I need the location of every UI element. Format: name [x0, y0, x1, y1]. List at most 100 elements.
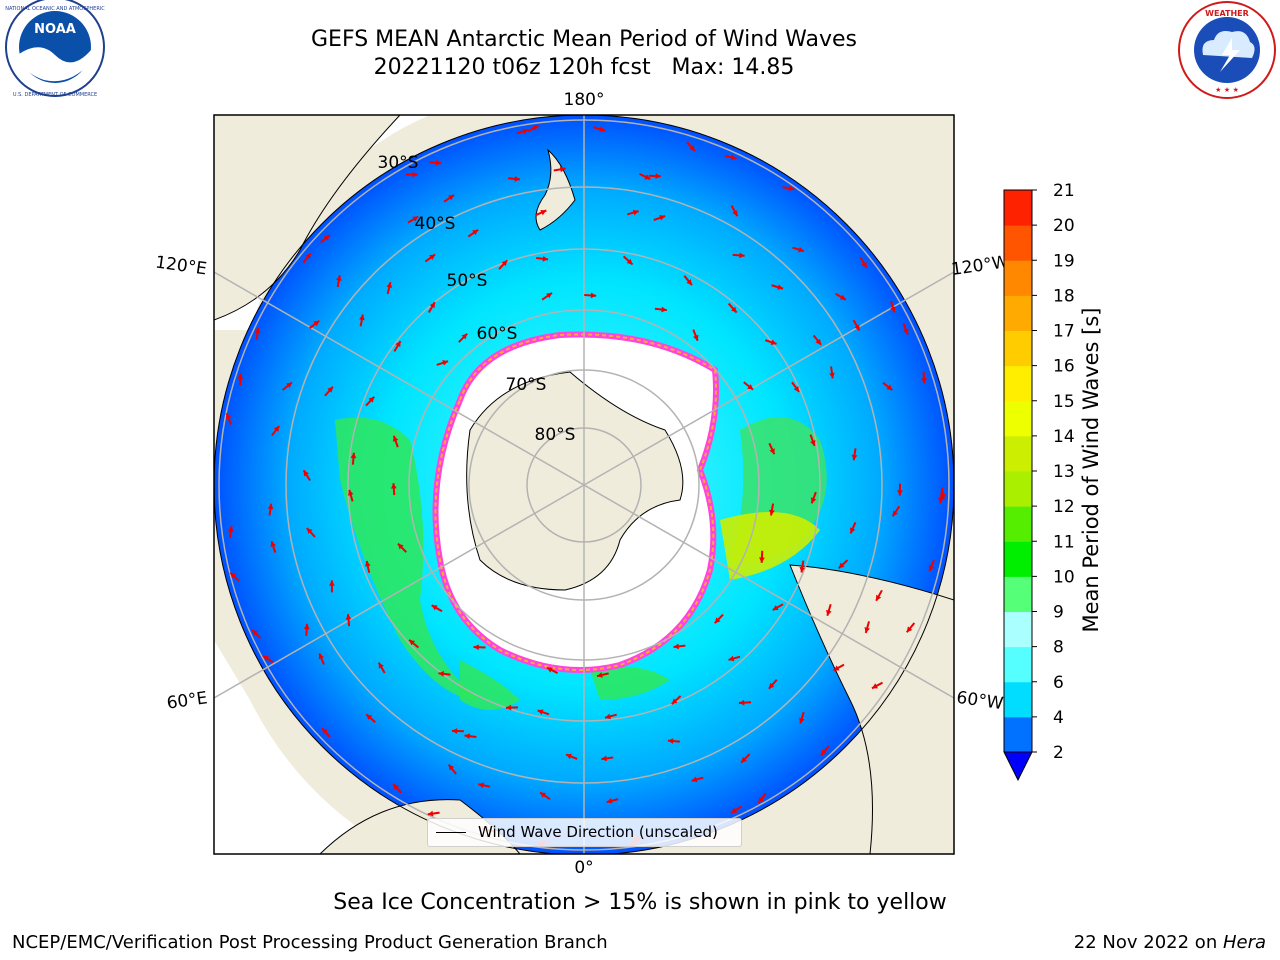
graticule — [214, 115, 954, 854]
wind-arrow-head — [928, 565, 935, 572]
wind-arrow-head — [442, 360, 449, 366]
wind-arrow-head — [324, 235, 331, 241]
wind-arrow-head — [505, 704, 512, 711]
lat-label-60s: 60°S — [477, 324, 518, 344]
colorbar-tick-label: 14 — [1053, 427, 1075, 447]
wind-arrow-head — [644, 174, 651, 180]
lat-label-50s: 50°S — [447, 271, 488, 291]
wind-arrow-head — [321, 728, 328, 734]
colorbar-segment — [1004, 611, 1032, 648]
colorbar-tick-label: 11 — [1053, 532, 1075, 552]
wind-arrow-head — [788, 185, 795, 192]
wind-arrow-head — [335, 275, 342, 281]
wind-arrow-head — [227, 526, 234, 532]
wind-arrow-head — [390, 483, 397, 489]
wind-arrow-head — [906, 626, 913, 633]
wind-arrow-head — [472, 229, 479, 236]
lon-label-120w: 120°W — [950, 252, 1010, 280]
colorbar-segment — [1004, 225, 1032, 261]
legend-label: Wind Wave Direction (unscaled) — [478, 823, 718, 841]
wind-arrow-head — [448, 764, 455, 771]
colorbar-tick-label: 2 — [1053, 743, 1064, 763]
colorbar-segment — [1004, 260, 1032, 296]
wind-arrow-head — [537, 709, 544, 715]
wind-arrow-head — [686, 279, 692, 286]
title-line2: 20221120 t06z 120h fcst Max: 14.85 — [373, 55, 795, 80]
colorbar-tick-label: 20 — [1053, 216, 1075, 236]
wind-arrow-head — [693, 334, 699, 341]
wind-arrow-head — [897, 490, 903, 496]
wind-arrow-head — [921, 377, 927, 384]
wind-arrow-head — [799, 566, 806, 573]
wind-arrow-head — [605, 713, 611, 720]
footer-credit: NCEP/EMC/Verification Post Processing Pr… — [12, 932, 608, 953]
wind-arrow-head — [903, 328, 909, 335]
colorbar-segment — [1004, 646, 1032, 683]
wind-arrow-head — [448, 194, 455, 201]
wind-arrow-head — [501, 260, 508, 267]
footer-machine: Hera — [1222, 932, 1266, 953]
wind-arrow-head — [810, 440, 816, 446]
nws-logo: WEATHER ★ ★ ★ — [1178, 1, 1276, 99]
wind-arrow-head — [864, 627, 870, 633]
wind-arrow-head — [306, 528, 313, 534]
colorbar-tick-label: 18 — [1053, 286, 1075, 306]
colorbar-segment — [1004, 471, 1032, 507]
colorbar-segment — [1004, 190, 1032, 226]
map-area — [214, 115, 954, 854]
wind-arrow-head — [728, 655, 735, 662]
wind-arrow-head — [559, 166, 566, 173]
wind-arrow-head — [451, 728, 458, 734]
wind-arrow-head — [691, 776, 698, 783]
wind-arrow-head — [732, 210, 738, 217]
svg-text:★ ★ ★: ★ ★ ★ — [1215, 86, 1239, 94]
wind-arrow-head — [540, 792, 546, 798]
wind-arrow-head — [655, 173, 661, 179]
colorbar-tick-label: 21 — [1053, 181, 1075, 201]
colorbar-tick-label: 9 — [1053, 603, 1064, 623]
wind-arrow-head — [546, 292, 553, 299]
wind-arrow-head — [270, 541, 276, 548]
wind-arrow-head — [286, 382, 292, 389]
wind-arrow-head — [327, 386, 333, 393]
wind-arrow-head — [799, 717, 805, 724]
wind-arrow-head — [770, 339, 777, 345]
wind-arrow-head — [829, 372, 835, 379]
wind-arrow-head — [661, 306, 667, 313]
wind-arrow-head — [626, 258, 633, 265]
wind-arrow-head — [386, 282, 393, 288]
wind-arrow-head — [938, 497, 944, 504]
wind-arrow-head — [851, 454, 858, 461]
colorbar-tick-label: 17 — [1053, 322, 1075, 342]
wind-arrow-head — [769, 509, 775, 516]
title-line1: GEFS MEAN Antarctic Mean Period of Wind … — [311, 27, 857, 52]
wind-arrow-head — [793, 385, 800, 392]
colorbar-tick-label: 8 — [1053, 638, 1064, 658]
wind-arrow-head — [838, 562, 845, 569]
wind-arrow-head — [345, 614, 352, 620]
lat-label-40s: 40°S — [415, 214, 456, 234]
svg-text:NATIONAL OCEANIC AND ATMOSPHER: NATIONAL OCEANIC AND ATMOSPHERIC — [5, 6, 105, 12]
lat-label-70s: 70°S — [506, 375, 547, 395]
wind-arrow-head — [237, 373, 244, 379]
noaa-logo: NOAA NATIONAL OCEANIC AND ATMOSPHERIC U.… — [5, 0, 105, 98]
wind-arrow-head — [854, 324, 860, 331]
svg-text:WEATHER: WEATHER — [1205, 9, 1249, 18]
wind-arrow-head — [714, 617, 721, 624]
wind-arrow-head — [347, 489, 354, 496]
wind-arrow-head — [313, 320, 320, 327]
wind-arrow-head — [768, 682, 775, 689]
wind-arrow-head — [821, 749, 827, 756]
wind-arrow-head — [395, 341, 401, 348]
wind-arrow-head — [815, 338, 822, 345]
wind-arrow-head — [366, 714, 373, 720]
wind-arrow-head — [659, 215, 666, 221]
lon-label-60e: 60°E — [166, 688, 209, 713]
lon-label-60w: 60°W — [955, 688, 1004, 714]
wind-arrow-head — [739, 252, 745, 259]
wind-arrow-head — [542, 255, 549, 262]
colorbar-tick-label: 4 — [1053, 708, 1064, 728]
colorbar-tick-label: 10 — [1053, 567, 1075, 587]
wind-arrow-head — [478, 782, 485, 789]
wind-arrow-head — [892, 510, 898, 517]
